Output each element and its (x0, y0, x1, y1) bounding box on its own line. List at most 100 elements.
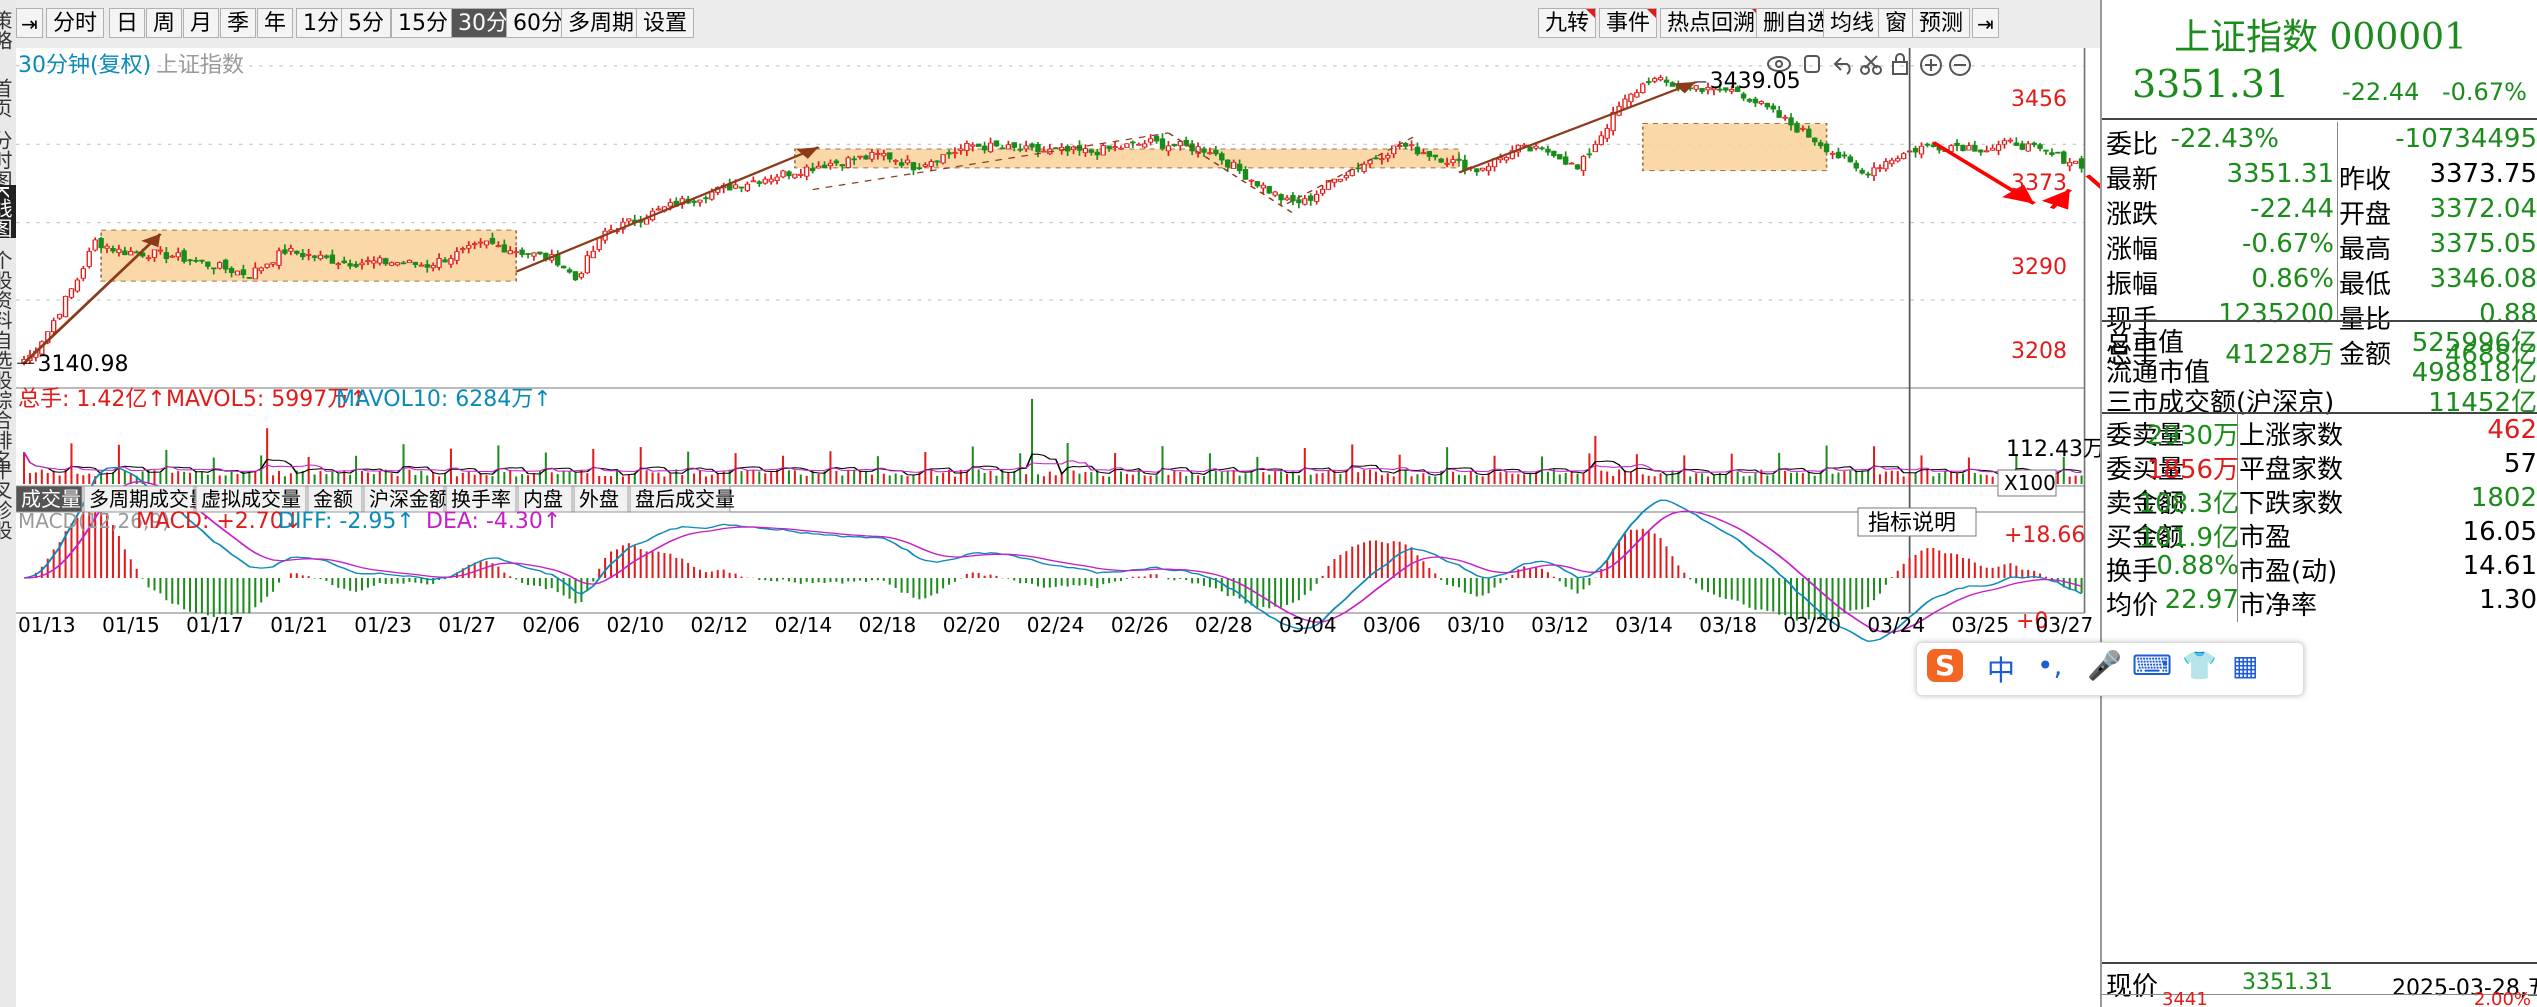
jiuzhuan-button[interactable]: 九转 (1538, 8, 1597, 38)
candle-body (875, 153, 881, 155)
period-month[interactable]: 月 (183, 8, 220, 38)
vtab-strategy[interactable]: 策略 (0, 10, 13, 50)
macd-diff-line (23, 466, 2083, 642)
period-1min[interactable]: 1分 (296, 8, 346, 38)
quote-row-label: 最新 (2106, 165, 2159, 195)
date-tick: 02/06 (522, 613, 580, 637)
ime-punctuation-icon[interactable]: •, (2037, 649, 2063, 682)
vtab-kline[interactable]: K线图 (0, 185, 16, 239)
candle-body (1124, 143, 1130, 148)
eye-icon[interactable] (1767, 56, 1791, 72)
candle-body (1450, 159, 1456, 164)
candle-body (1195, 146, 1201, 154)
vtab-home[interactable]: 首页 (0, 78, 13, 118)
date-tick: 03/25 (1951, 613, 2009, 637)
period-year[interactable]: 年 (257, 8, 294, 38)
scissors-icon[interactable] (1860, 55, 1882, 75)
volume-tab[interactable] (517, 485, 573, 513)
ime-toolbar[interactable]: S 中 •, 🎤 ⌨ 👕 ▦ (1916, 642, 2304, 696)
hot-replay-button[interactable]: 热点回溯 (1660, 8, 1763, 38)
period-15min[interactable]: 15分 (391, 8, 455, 38)
remove-watchlist-button[interactable]: 删自选 (1756, 8, 1837, 38)
breadth-label: 委卖量 (2106, 421, 2185, 451)
candle-body (1485, 165, 1492, 172)
volume-ma-line (23, 452, 2082, 474)
zoom-out-icon[interactable] (1949, 54, 1971, 76)
date-tick: 01/21 (270, 613, 328, 637)
sogou-logo-icon[interactable]: S (1927, 649, 1964, 682)
candle-body (2019, 143, 2025, 150)
volume-tab[interactable] (83, 485, 195, 513)
volume-tab[interactable] (629, 485, 731, 513)
forecast-button[interactable]: 预测 (1912, 8, 1971, 38)
vtab-intraday[interactable]: 分时图 (0, 130, 13, 190)
candle-body (388, 262, 395, 266)
candle-body (1527, 146, 1533, 152)
indicator-explain-button[interactable] (1857, 507, 1977, 537)
quote-row-label: 总手 (2106, 340, 2159, 370)
candle-body (2049, 152, 2055, 156)
candle-body (1100, 145, 1106, 156)
events-button[interactable]: 事件 (1599, 8, 1658, 38)
zoom-in-icon[interactable] (1920, 54, 1942, 76)
candle-body (958, 148, 964, 151)
candle-body (365, 260, 371, 263)
period-week[interactable]: 周 (146, 8, 183, 38)
ime-chinese-mode[interactable]: 中 (1987, 654, 2016, 687)
period-day[interactable]: 日 (109, 8, 146, 38)
volume-tab[interactable] (445, 485, 517, 513)
breadth-label2: 上涨家数 (2239, 421, 2344, 451)
volume-tab[interactable] (573, 485, 629, 513)
candle-body (1361, 163, 1367, 172)
candle-body (1082, 148, 1089, 154)
shirt-icon[interactable]: 👕 (2182, 649, 2217, 682)
undo-icon[interactable] (1833, 57, 1851, 75)
candle-body (566, 269, 573, 273)
vtab-watchlist[interactable]: 自选股 (0, 330, 13, 390)
left-pin-icon[interactable]: ⇥ (16, 8, 43, 38)
lock-icon[interactable] (1892, 53, 1908, 75)
period-60min[interactable]: 60分 (506, 8, 570, 38)
ma-button[interactable]: 均线 (1823, 8, 1882, 38)
candle-body (993, 140, 1000, 147)
candle-body (572, 271, 579, 281)
right-pin-icon[interactable]: ⇥ (1972, 8, 1999, 38)
volume-tab[interactable] (16, 485, 83, 513)
date-axis: 01/13 01/15 01/17 01/21 01/23 01/27 02/06 02/10… (18, 613, 2100, 637)
candle-body (804, 166, 810, 177)
candle-body (104, 245, 110, 249)
candle-body (762, 178, 768, 184)
breadth-value2: 57 (2503, 449, 2537, 479)
hand-icon[interactable] (1804, 55, 1820, 73)
grid-icon[interactable]: ▦ (2232, 649, 2259, 682)
vtab-diagnosis[interactable]: 牛叉诊股 (0, 460, 13, 540)
window-button[interactable]: 窗 (1878, 8, 1915, 38)
mic-icon[interactable]: 🎤 (2087, 649, 2122, 682)
candle-body (1640, 83, 1646, 93)
quote-row-value: -22.43% (2170, 124, 2279, 154)
period-intraday[interactable]: 分时 (46, 8, 105, 38)
period-5min[interactable]: 5分 (341, 8, 391, 38)
period-multi[interactable]: 多周期 (561, 8, 642, 38)
low-annotation: 3140.98 (38, 352, 129, 377)
volume-tab[interactable] (363, 485, 445, 513)
period-quarter[interactable]: 季 (220, 8, 257, 38)
volume-tab[interactable] (195, 485, 307, 513)
kline-chart[interactable]: 30分钟(复权) 上证指数 3456 3373 3290 3208 3439.0… (16, 48, 2100, 1007)
volume-tab-label: 换手率 (451, 487, 511, 511)
vtab-ranking[interactable]: 综合排名 (0, 390, 13, 470)
keyboard-icon[interactable]: ⌨ (2132, 649, 2173, 682)
date-tick: 03/14 (1615, 613, 1673, 637)
candle-body (1983, 150, 1990, 153)
candle-body (1657, 77, 1664, 81)
settings-button[interactable]: 设置 (636, 8, 695, 38)
date-tick: 03/18 (1699, 613, 1757, 637)
volume-tab[interactable] (307, 485, 363, 513)
vtab-profile[interactable]: 个股资料 (0, 250, 13, 330)
candle-body (1693, 85, 1699, 90)
plot-area[interactable] (16, 48, 2100, 642)
candle-body (1302, 198, 1308, 205)
period-30min[interactable]: 30分 (451, 8, 515, 38)
candle-body (525, 253, 531, 255)
